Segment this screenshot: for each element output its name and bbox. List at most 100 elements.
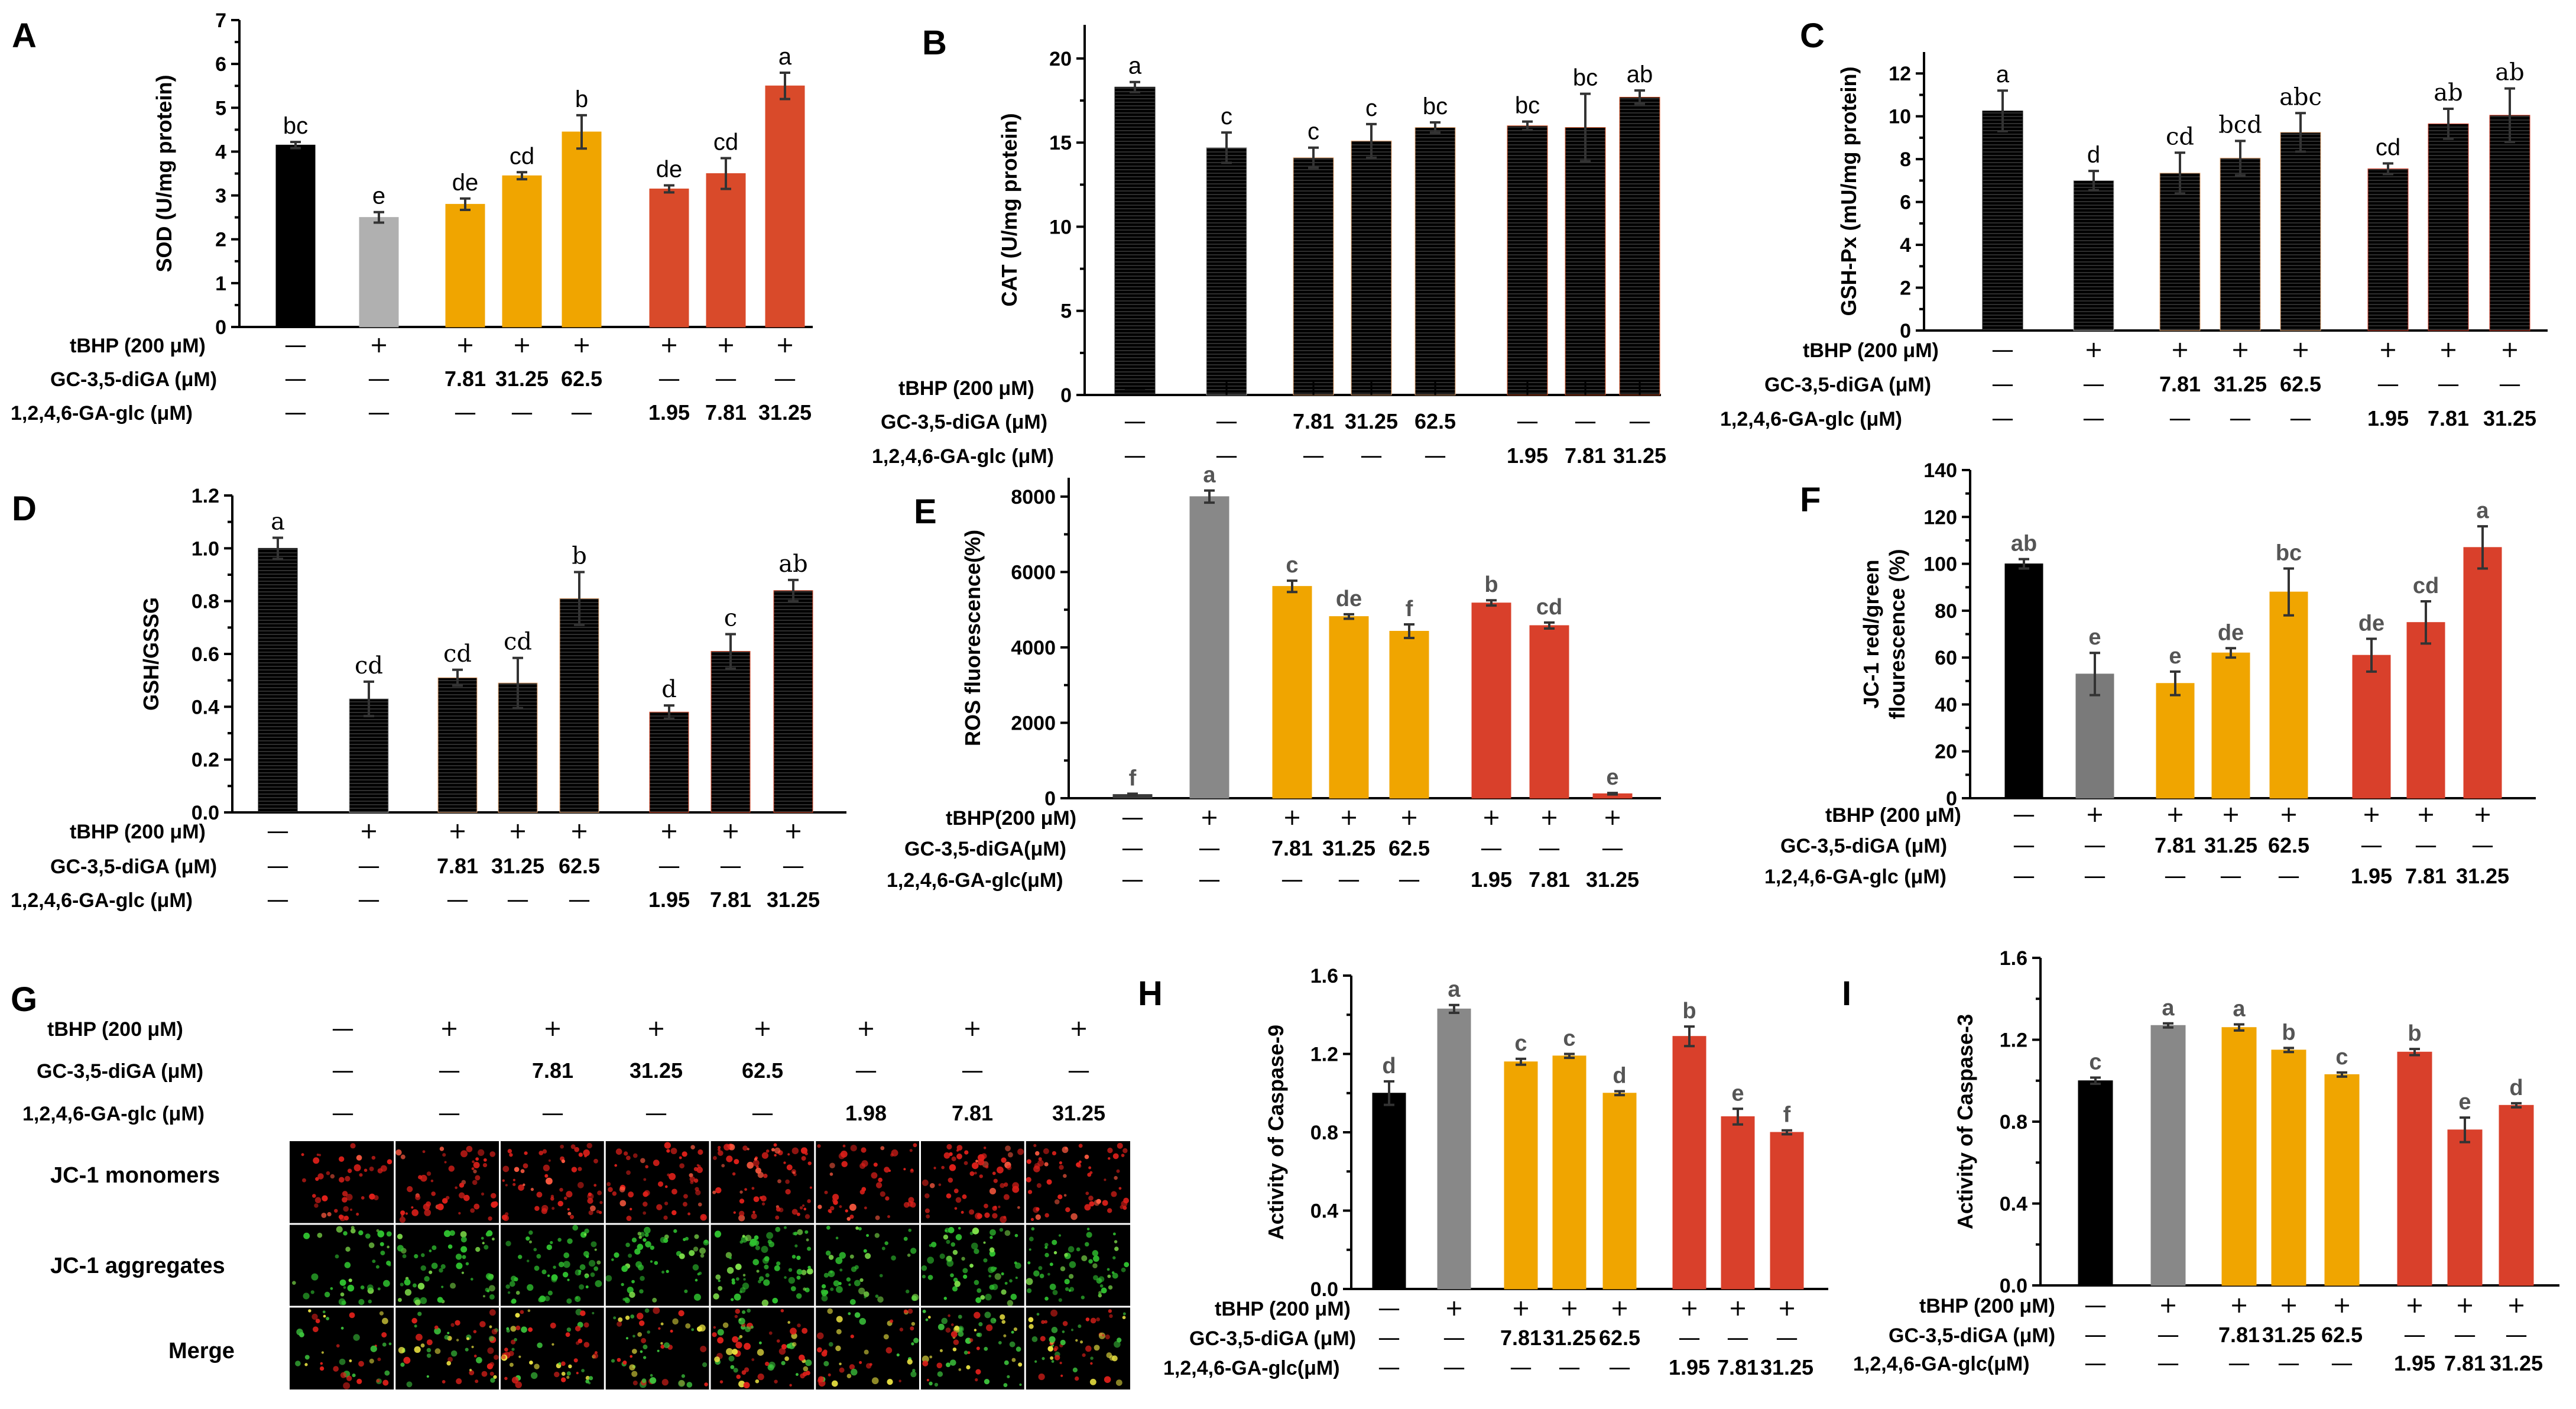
cell-spot bbox=[910, 1371, 917, 1378]
cell-spot bbox=[977, 1154, 985, 1161]
cell-spot bbox=[836, 1285, 843, 1293]
cell-spot bbox=[1090, 1356, 1094, 1360]
cell-spot bbox=[507, 1291, 511, 1294]
error-bar bbox=[2366, 637, 2377, 673]
y-tick-label: 10 bbox=[1049, 216, 1072, 238]
panel-g-treatment-cell: — bbox=[332, 1015, 354, 1041]
treatment-cell: + bbox=[2473, 801, 2492, 827]
cell-spot bbox=[728, 1144, 735, 1151]
cell-spot bbox=[1053, 1348, 1057, 1352]
cell-spot bbox=[846, 1217, 851, 1221]
y-tick-label: 1.2 bbox=[192, 485, 219, 507]
cell-spot bbox=[397, 1245, 404, 1252]
bar bbox=[275, 144, 316, 328]
cell-spot bbox=[803, 1366, 809, 1372]
bar bbox=[1437, 1008, 1471, 1290]
cell-spot bbox=[697, 1272, 700, 1276]
cell-spot bbox=[823, 1361, 829, 1366]
cell-spot bbox=[1026, 1177, 1031, 1183]
cell-spot bbox=[1084, 1154, 1089, 1159]
cell-spot bbox=[743, 1278, 746, 1281]
cell-spot bbox=[339, 1279, 346, 1286]
cell-spot bbox=[442, 1379, 446, 1384]
cell-spot bbox=[664, 1185, 668, 1188]
cell-spot bbox=[756, 1269, 760, 1273]
significance-letter: c bbox=[1365, 95, 1377, 121]
treatment-cell: — bbox=[570, 399, 593, 425]
cell-spot bbox=[417, 1311, 422, 1316]
cell-spot bbox=[1027, 1288, 1032, 1294]
cell-spot bbox=[1030, 1217, 1034, 1222]
error-bar bbox=[780, 71, 790, 101]
cell-spot bbox=[1044, 1296, 1049, 1301]
cell-spot bbox=[382, 1379, 389, 1386]
treatment-cell: 31.25 bbox=[758, 400, 812, 425]
error-bar bbox=[2090, 652, 2100, 697]
cell-spot bbox=[1052, 1290, 1058, 1295]
cell-spot bbox=[426, 1171, 432, 1176]
cell-spot bbox=[360, 1285, 365, 1290]
cell-spot bbox=[1055, 1355, 1060, 1361]
cell-spot bbox=[719, 1380, 724, 1384]
significance-letter: bc bbox=[2276, 541, 2302, 566]
cell-spot bbox=[1038, 1373, 1045, 1381]
cell-spot bbox=[382, 1342, 387, 1347]
cell-spot bbox=[626, 1155, 631, 1161]
cell-spot bbox=[426, 1375, 429, 1378]
cell-spot bbox=[975, 1159, 978, 1163]
cell-spot bbox=[1116, 1169, 1120, 1173]
cell-spot bbox=[980, 1295, 985, 1300]
cell-spot bbox=[694, 1234, 699, 1239]
cell-spot bbox=[1087, 1172, 1092, 1177]
bar bbox=[1619, 96, 1660, 396]
significance-letter: c bbox=[724, 605, 737, 632]
cell-spot bbox=[678, 1379, 685, 1387]
treatment-cell: + bbox=[1603, 804, 1622, 830]
treatment-cell: + bbox=[1400, 804, 1419, 830]
cell-spot bbox=[1044, 1242, 1049, 1247]
cell-spot bbox=[1031, 1227, 1035, 1231]
cell-spot bbox=[486, 1230, 493, 1236]
cell-spot bbox=[864, 1206, 867, 1210]
cell-spot bbox=[1052, 1151, 1057, 1156]
cell-spot bbox=[817, 1144, 821, 1148]
treatment-cell: — bbox=[2084, 832, 2106, 858]
cell-spot bbox=[561, 1372, 566, 1376]
cell-spot bbox=[880, 1146, 885, 1151]
cell-spot bbox=[470, 1208, 475, 1213]
panel-g: G tBHP (200 μM) GC-3,5-diGA (μM) 1,2,4,6… bbox=[11, 980, 1130, 1389]
cell-spot bbox=[384, 1370, 390, 1376]
cell-spot bbox=[922, 1361, 929, 1366]
cell-spot bbox=[558, 1362, 562, 1365]
micrograph-cell bbox=[922, 1309, 1023, 1388]
treatment-cell: 31.25 bbox=[1322, 836, 1375, 860]
cell-spot bbox=[985, 1165, 989, 1169]
cell-spot bbox=[366, 1284, 374, 1291]
cell-spot bbox=[963, 1274, 968, 1279]
panel-g-treatment-cell: 7.81 bbox=[532, 1058, 573, 1083]
treatment-cell: 31.25 bbox=[2456, 864, 2509, 888]
cell-spot bbox=[797, 1229, 803, 1235]
cell-spot bbox=[520, 1310, 524, 1314]
cell-spot bbox=[1114, 1175, 1118, 1180]
cell-spot bbox=[1112, 1153, 1119, 1159]
panel-g-treatment-cell: + bbox=[856, 1015, 875, 1041]
cell-spot bbox=[842, 1144, 846, 1148]
cell-spot bbox=[792, 1232, 796, 1236]
cell-spot bbox=[927, 1316, 931, 1319]
cell-spot bbox=[412, 1283, 417, 1288]
cell-spot bbox=[687, 1212, 691, 1216]
cell-spot bbox=[644, 1233, 649, 1238]
micrograph-cell bbox=[713, 1226, 813, 1307]
treatment-row-label: tBHP (200 μM) bbox=[1803, 339, 1939, 362]
cell-spot bbox=[460, 1246, 468, 1253]
error-bar bbox=[1544, 621, 1555, 630]
cell-spot bbox=[424, 1276, 430, 1282]
error-bar bbox=[2283, 1047, 2294, 1054]
cell-spot bbox=[456, 1262, 463, 1269]
cell-spot bbox=[310, 1290, 314, 1294]
cell-spot bbox=[1014, 1261, 1017, 1265]
cell-spot bbox=[858, 1287, 865, 1295]
cell-spot bbox=[734, 1293, 741, 1301]
